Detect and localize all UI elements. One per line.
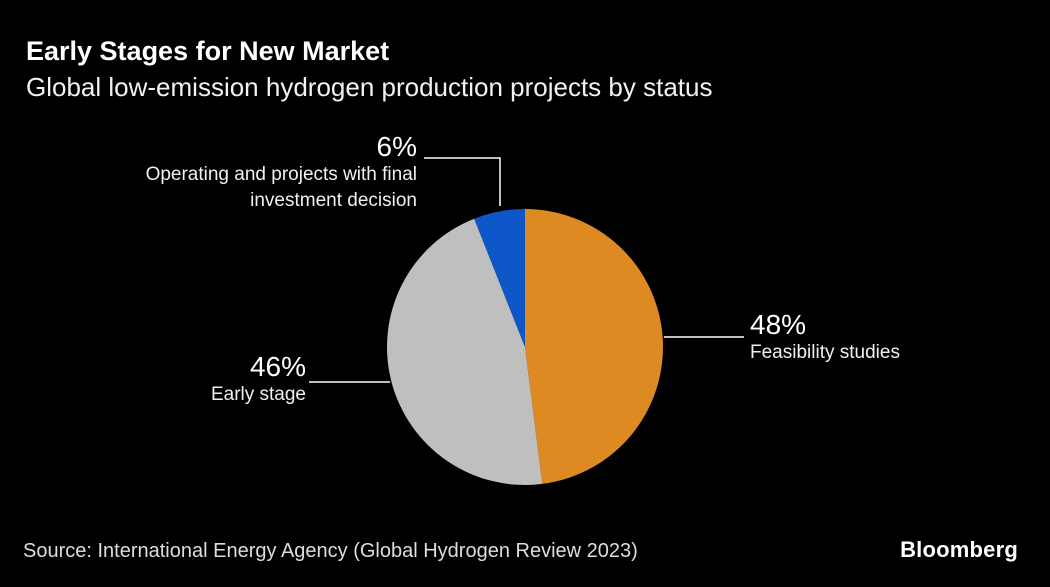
pie-slice-operating-and-projects-with-final-invest — [474, 209, 525, 347]
annotation-operating-fid-label-line1: Operating and projects with final — [145, 164, 417, 185]
leader-lines — [309, 157, 744, 383]
page-subtitle: Global low-emission hydrogen production … — [26, 72, 713, 102]
annotation-feasibility-label: Feasibility studies — [750, 342, 900, 363]
pie-slice-early-stage — [387, 218, 543, 485]
annotation-operating-fid: 6% Operating and projects with final inv… — [146, 131, 417, 214]
annotation-operating-fid-label-line2: investment decision — [250, 190, 417, 211]
page-title: Early Stages for New Market — [26, 36, 390, 66]
annotation-early-stage: 46% Early stage — [211, 351, 306, 408]
annotation-feasibility-studies: 48% Feasibility studies — [750, 309, 900, 366]
pie-slice-feasibility-studies — [525, 209, 663, 484]
source-attribution: Source: International Energy Agency (Glo… — [23, 540, 638, 562]
annotation-early-stage-pct: 46% — [249, 351, 306, 382]
annotation-early-stage-label: Early stage — [210, 384, 306, 405]
annotation-operating-fid-pct: 6% — [376, 131, 417, 162]
bloomberg-logo: Bloomberg — [900, 537, 1018, 562]
chart-header: Early Stages for New Market Global low-e… — [26, 33, 712, 104]
annotation-feasibility-pct: 48% — [750, 309, 807, 340]
pie-slices — [387, 209, 663, 485]
leader-line-operating-fid — [424, 157, 501, 206]
